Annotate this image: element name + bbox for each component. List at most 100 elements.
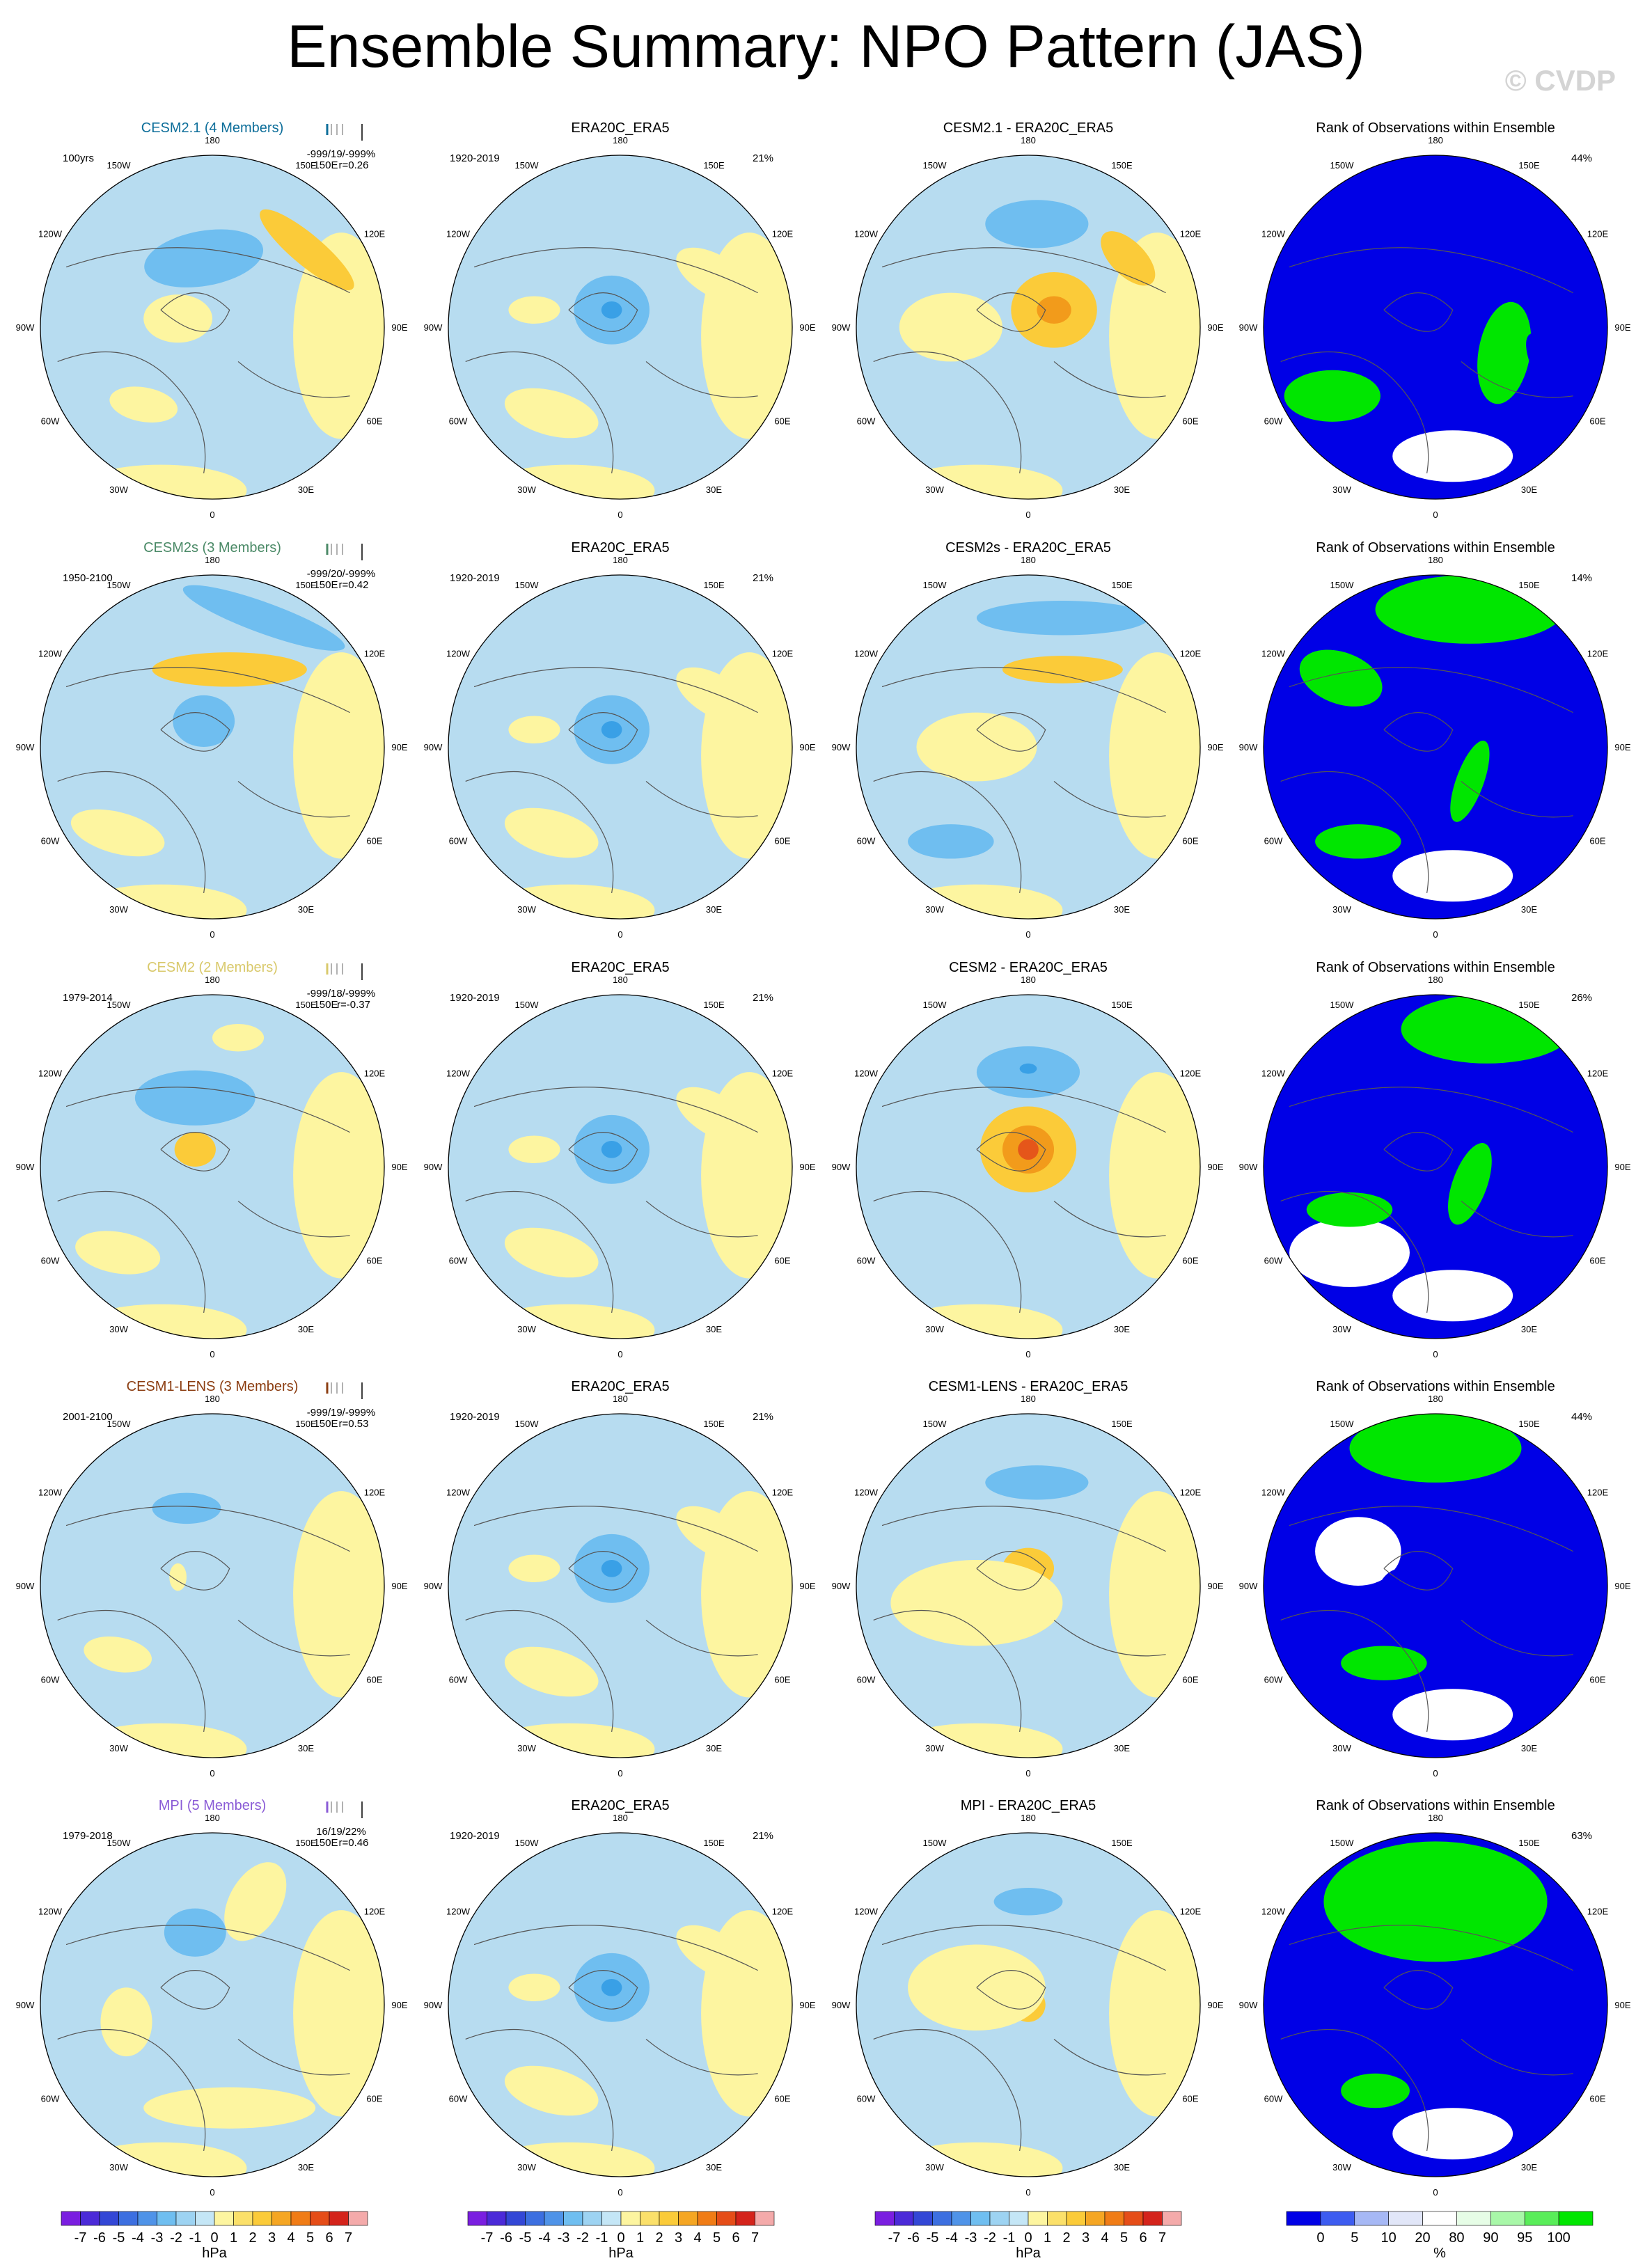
- colorbar-tick-label: 0: [210, 2230, 218, 2246]
- coastline: [1280, 351, 1429, 474]
- positive-anomaly: [212, 1023, 265, 1052]
- colorbar-swatch: [61, 2211, 81, 2226]
- colorbar-swatch: [175, 2211, 196, 2226]
- colorbar-tick-label: -7: [74, 2230, 87, 2246]
- longitude-label: 0: [1025, 510, 1030, 520]
- greenland-outline: [1383, 292, 1454, 332]
- coastline-outline: [57, 1506, 350, 1733]
- greenland-outline: [160, 712, 230, 752]
- greenland-outline: [568, 712, 638, 752]
- colorbar-swatch: [755, 2211, 775, 2226]
- colorbar-swatch: [989, 2211, 1009, 2226]
- colorbar-diff: -7 -6 -5 -4 -3 -2 -1 0 1 2 3 4 5 6 7 hPa: [874, 2211, 1182, 2261]
- longitude-label: 0: [617, 929, 622, 940]
- colorbar-swatch: [290, 2211, 310, 2226]
- colorbar-tick-label: 5: [1351, 2230, 1358, 2246]
- rank-title: Rank of Observations within Ensemble: [1316, 120, 1555, 136]
- longitude-label: 30E: [706, 2162, 722, 2173]
- obs-panel-row1: 180 150E 120E 90E 60E 30E 0 30W 60W 90W 120W 150W: [424, 135, 816, 520]
- coastline: [237, 1619, 350, 1657]
- coastline: [237, 2038, 350, 2076]
- longitude-label: 30E: [298, 1743, 314, 1753]
- negative-anomaly: [144, 229, 264, 287]
- pattern-correlation: r=0.53: [339, 1418, 369, 1430]
- longitude-label: 90E: [799, 1581, 815, 1591]
- coastline: [881, 1925, 1166, 1971]
- colorbar-tick-label: 3: [268, 2230, 276, 2246]
- rank-region: [1383, 1976, 1453, 2051]
- longitude-label: 150W: [107, 1838, 132, 1848]
- colorbar-swatch: [1456, 2211, 1491, 2226]
- greenland-outline: [976, 712, 1046, 752]
- positive-anomaly: [260, 209, 354, 290]
- colorbar-swatch: [252, 2211, 272, 2226]
- longitude-label: 90W: [832, 2000, 851, 2010]
- model-stats: 16/19/22%: [316, 1826, 366, 1838]
- longitude-label: 150E: [1518, 1838, 1540, 1848]
- coastline: [645, 1200, 758, 1238]
- longitude-label: 0: [1025, 929, 1030, 940]
- colorbar-swatch: [735, 2211, 755, 2226]
- rank-percentage: 14%: [1571, 572, 1592, 584]
- longitude-label: 180: [1021, 1813, 1036, 1823]
- longitude-label: 150W: [515, 1419, 540, 1429]
- map-boundary: [856, 994, 1201, 1339]
- map-boundary: [448, 574, 793, 920]
- coastline: [1461, 780, 1573, 818]
- coastline-outline: [873, 667, 1166, 894]
- positive-region: [293, 1491, 384, 1698]
- longitude-label: 150W: [923, 160, 947, 171]
- coastline: [645, 361, 758, 398]
- colorbar-swatch: [525, 2211, 545, 2226]
- longitude-label: 30E: [1114, 1743, 1130, 1753]
- positive-anomaly: [84, 1637, 152, 1673]
- positive-anomaly: [224, 1862, 287, 1941]
- coastline-outline: [465, 1506, 758, 1733]
- positive-region: [74, 464, 247, 499]
- rank-field-row4: [1264, 1414, 1607, 1758]
- colorbar-unit: %: [1433, 2246, 1446, 2261]
- coastline: [473, 247, 758, 294]
- colorbar-swatch: [1028, 2211, 1048, 2226]
- longitude-label: 60W: [1264, 836, 1283, 846]
- negative-anomaly: [182, 585, 345, 651]
- longitude-label: 60W: [41, 836, 60, 846]
- longitude-label: 60W: [1264, 416, 1283, 427]
- rank-region: [1392, 2108, 1513, 2160]
- model-period: 1979-2018: [63, 1830, 113, 1842]
- positive-region: [890, 1304, 1063, 1339]
- longitude-label: 60E: [1589, 836, 1605, 846]
- longitude-label: 60W: [449, 2094, 468, 2104]
- colorbar-swatch: [932, 2211, 952, 2226]
- negative-anomaly: [993, 1888, 1063, 1916]
- coastline: [1289, 667, 1573, 713]
- longitude-label: 30W: [109, 484, 128, 495]
- longitude-label: 150W: [107, 580, 132, 590]
- coastline-outline: [873, 1506, 1166, 1733]
- longitude-label: 60E: [774, 2094, 790, 2104]
- longitude-label: 120W: [1261, 649, 1286, 659]
- positive-region: [74, 1723, 247, 1758]
- obs-field-row1: [448, 155, 792, 499]
- pattern-correlation: r=-0.37: [337, 999, 370, 1011]
- coastline: [57, 351, 206, 474]
- model-title: MPI (5 Members): [159, 1798, 266, 1813]
- longitude-label: 90E: [391, 1581, 407, 1591]
- positive-anomaly: [508, 716, 560, 744]
- longitude-label: 180: [205, 975, 220, 985]
- colorbar-swatch: [99, 2211, 119, 2226]
- colorbar-tick-label: -2: [576, 2230, 589, 2246]
- model-title: CESM2.1 (4 Members): [141, 120, 284, 136]
- colorbar-model: -7 -6 -5 -4 -3 -2 -1 0 1 2 3 4 5 6 7 hPa: [61, 2211, 368, 2261]
- longitude-label: 120W: [1261, 229, 1286, 239]
- longitude-label: 90W: [1239, 742, 1258, 752]
- longitude-label: 90E: [799, 742, 815, 752]
- rank-region: [1392, 1689, 1513, 1741]
- longitude-label: 30W: [925, 1324, 944, 1334]
- longitude-label: 30W: [925, 2162, 944, 2173]
- longitude-label: 120E: [1180, 1488, 1202, 1498]
- difference-title: CESM2 - ERA20C_ERA5: [949, 960, 1108, 975]
- longitude-label: 30W: [109, 2162, 128, 2173]
- longitude-label: 150E: [1111, 1000, 1133, 1010]
- positive-region: [74, 1304, 247, 1339]
